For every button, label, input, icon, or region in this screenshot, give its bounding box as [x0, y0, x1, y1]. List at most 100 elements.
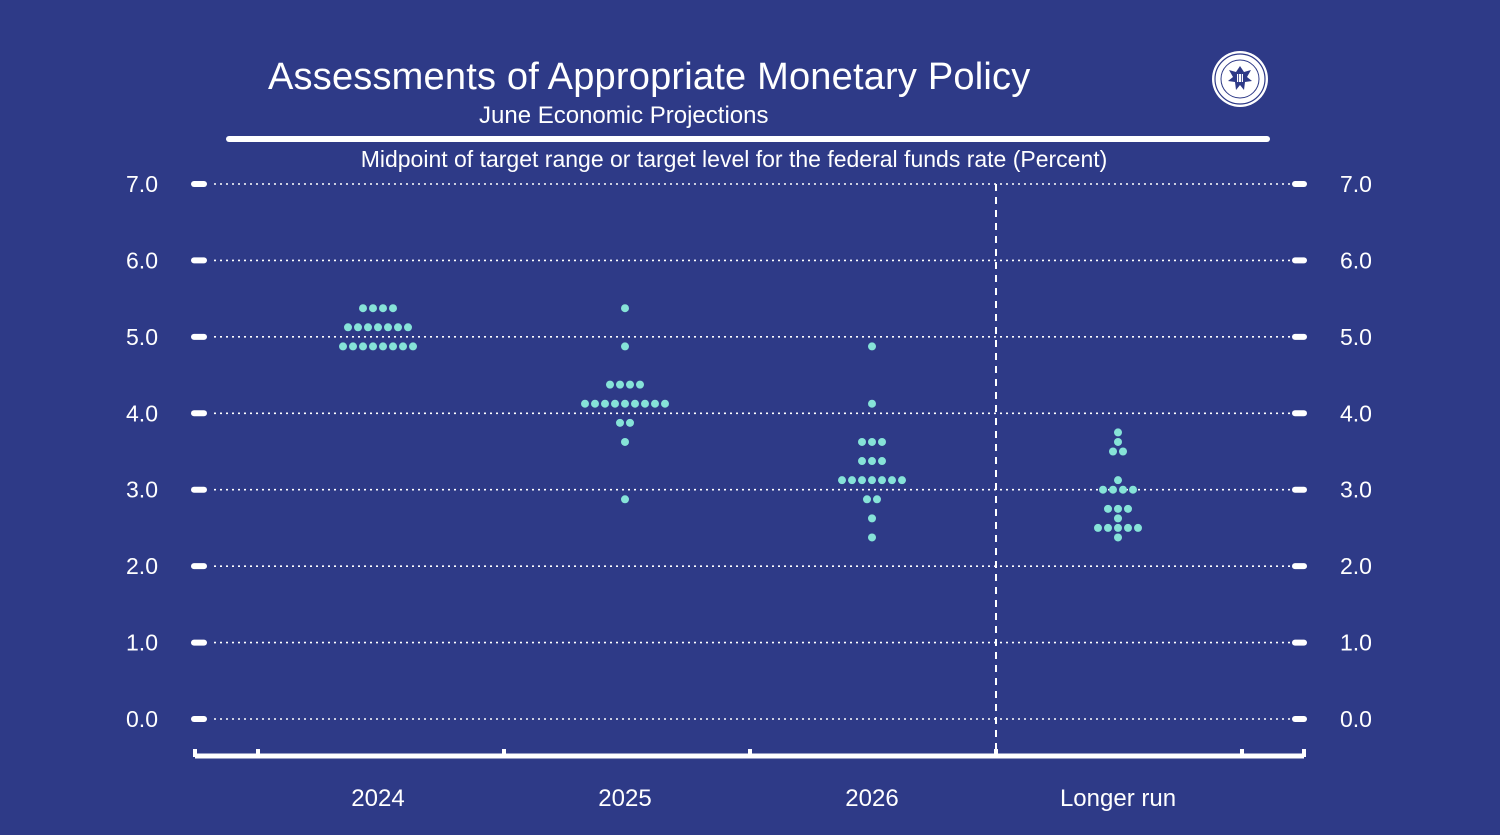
projection-dot: [611, 399, 619, 408]
projection-dot: [339, 342, 347, 351]
projection-dot: [404, 323, 412, 332]
projection-dot: [1124, 504, 1132, 513]
projection-dot: [1104, 523, 1112, 532]
y-tick-label-left: 6.0: [126, 247, 158, 273]
y-tick-label-left: 2.0: [126, 553, 158, 579]
projection-dot: [1114, 476, 1122, 485]
projection-dot: [1099, 485, 1107, 494]
projection-dot: [621, 342, 629, 351]
projection-dot: [1114, 504, 1122, 513]
projection-dot: [616, 418, 624, 427]
projection-dot: [1114, 437, 1122, 446]
projection-dot: [349, 342, 357, 351]
projection-dot: [838, 476, 846, 485]
projection-dot: [868, 399, 876, 408]
title-divider: [226, 136, 1270, 142]
projection-dot: [878, 457, 886, 466]
y-tick-label-right: 0.0: [1340, 706, 1372, 732]
y-tick-label-left: 4.0: [126, 400, 158, 426]
projection-dot: [878, 437, 886, 446]
projection-dot: [359, 342, 367, 351]
projection-dot: [1109, 485, 1117, 494]
x-category-label: 2025: [598, 785, 651, 812]
projection-dot: [661, 399, 669, 408]
y-tick-label-left: 5.0: [126, 324, 158, 350]
x-category-label: Longer run: [1060, 785, 1176, 812]
projection-dot: [384, 323, 392, 332]
projection-dot: [364, 323, 372, 332]
projection-dot: [1114, 514, 1122, 523]
projection-dot: [1104, 504, 1112, 513]
x-category-label: 2024: [351, 785, 404, 812]
y-tick-label-right: 6.0: [1340, 247, 1372, 273]
page-subtitle: June Economic Projections: [479, 102, 769, 129]
projection-dot: [636, 380, 644, 389]
x-category-label: 2026: [845, 785, 898, 812]
projection-dot: [631, 399, 639, 408]
page-title: Assessments of Appropriate Monetary Poli…: [268, 56, 1031, 98]
projection-dot: [848, 476, 856, 485]
projection-dot: [359, 304, 367, 313]
projection-dot: [626, 418, 634, 427]
y-tick-label-right: 1.0: [1340, 630, 1372, 656]
projection-dot: [858, 476, 866, 485]
y-tick-label-left: 3.0: [126, 477, 158, 503]
y-tick-label-right: 5.0: [1340, 324, 1372, 350]
projection-dot: [621, 437, 629, 446]
projection-dot: [1114, 533, 1122, 542]
projection-dot: [399, 342, 407, 351]
y-tick-label-left: 1.0: [126, 630, 158, 656]
projection-dot: [379, 342, 387, 351]
projection-dot: [344, 323, 352, 332]
projection-dot: [1114, 523, 1122, 532]
dots-layer: [339, 304, 1142, 542]
projection-dot: [606, 380, 614, 389]
projection-dot: [1124, 523, 1132, 532]
projection-dot: [616, 380, 624, 389]
projection-dot: [601, 399, 609, 408]
projection-dot: [1119, 447, 1127, 456]
projection-dot: [858, 437, 866, 446]
projection-dot: [863, 495, 871, 504]
projection-dot: [581, 399, 589, 408]
projection-dot: [369, 342, 377, 351]
federal-reserve-seal-icon: [1212, 51, 1268, 107]
projection-dot: [868, 437, 876, 446]
grid-lines: [214, 183, 1290, 752]
projection-dot: [1109, 447, 1117, 456]
projection-dot: [898, 476, 906, 485]
projection-dot: [389, 304, 397, 313]
projection-dot: [621, 399, 629, 408]
y-axis-ticks: 0.0 0.0 1.0 1.0 2.0 2.0 3.0 3.0 4.0 4.0 5.0 5.0 6.0 6…: [126, 171, 1372, 732]
projection-dot: [1119, 485, 1127, 494]
projection-dot: [868, 533, 876, 542]
projection-dot: [354, 323, 362, 332]
projection-dot: [374, 323, 382, 332]
projection-dot: [651, 399, 659, 408]
y-tick-label-right: 2.0: [1340, 553, 1372, 579]
y-tick-label-right: 4.0: [1340, 400, 1372, 426]
projection-dot: [379, 304, 387, 313]
y-tick-label-left: 7.0: [126, 171, 158, 197]
projection-dot: [394, 323, 402, 332]
projection-dot: [641, 399, 649, 408]
projection-dot: [1134, 523, 1142, 532]
projection-dot: [873, 495, 881, 504]
projection-dot: [621, 304, 629, 313]
projection-dot: [369, 304, 377, 313]
projection-dot: [1114, 428, 1122, 437]
projection-dot: [621, 495, 629, 504]
chart-title: Midpoint of target range or target level…: [361, 146, 1108, 172]
projection-dot: [888, 476, 896, 485]
x-axis: 2024 2025 2026 Longer run: [193, 749, 1306, 812]
projection-dot: [389, 342, 397, 351]
projection-dot: [868, 342, 876, 351]
projection-dot: [868, 457, 876, 466]
projection-dot: [409, 342, 417, 351]
y-tick-label-right: 7.0: [1340, 171, 1372, 197]
projection-dot: [868, 514, 876, 523]
y-tick-label-right: 3.0: [1340, 477, 1372, 503]
projection-dot: [1129, 485, 1137, 494]
y-tick-label-left: 0.0: [126, 706, 158, 732]
